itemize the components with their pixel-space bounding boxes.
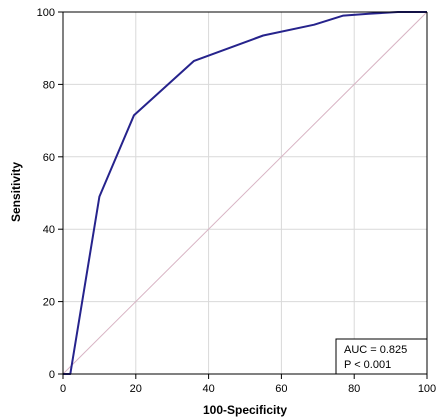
roc-curve-line bbox=[63, 11, 427, 375]
x-tick-label-100: 100 bbox=[418, 383, 436, 395]
y-tick-label-0: 0 bbox=[49, 369, 55, 381]
p-value-label: P < 0.001 bbox=[344, 359, 391, 371]
y-tick-label-100: 100 bbox=[37, 7, 55, 19]
annotation-box bbox=[335, 338, 428, 375]
y-tick-label-60: 60 bbox=[43, 152, 55, 164]
x-tick-label-40: 40 bbox=[202, 383, 214, 395]
y-axis-title: Sensitivity bbox=[9, 162, 23, 222]
reference-line-group bbox=[62, 11, 428, 375]
reference-diagonal-line bbox=[62, 11, 428, 375]
y-tick-label-40: 40 bbox=[43, 224, 55, 236]
auc-value-label: AUC = 0.825 bbox=[344, 344, 407, 356]
x-tick-label-20: 20 bbox=[130, 383, 142, 395]
x-tick-label-80: 80 bbox=[348, 383, 360, 395]
y-tick-label-80: 80 bbox=[43, 79, 55, 91]
y-tick-label-20: 20 bbox=[43, 297, 55, 309]
x-axis-title: 100-Specificity bbox=[203, 403, 287, 417]
auc-annotation: AUC = 0.825 P < 0.001 bbox=[335, 338, 428, 375]
ticks: 0 20 40 60 80 100 0 20 40 60 80 100 bbox=[37, 7, 437, 395]
x-tick-label-60: 60 bbox=[275, 383, 287, 395]
x-tick-label-0: 0 bbox=[60, 383, 66, 395]
roc-curve-group bbox=[63, 11, 427, 375]
